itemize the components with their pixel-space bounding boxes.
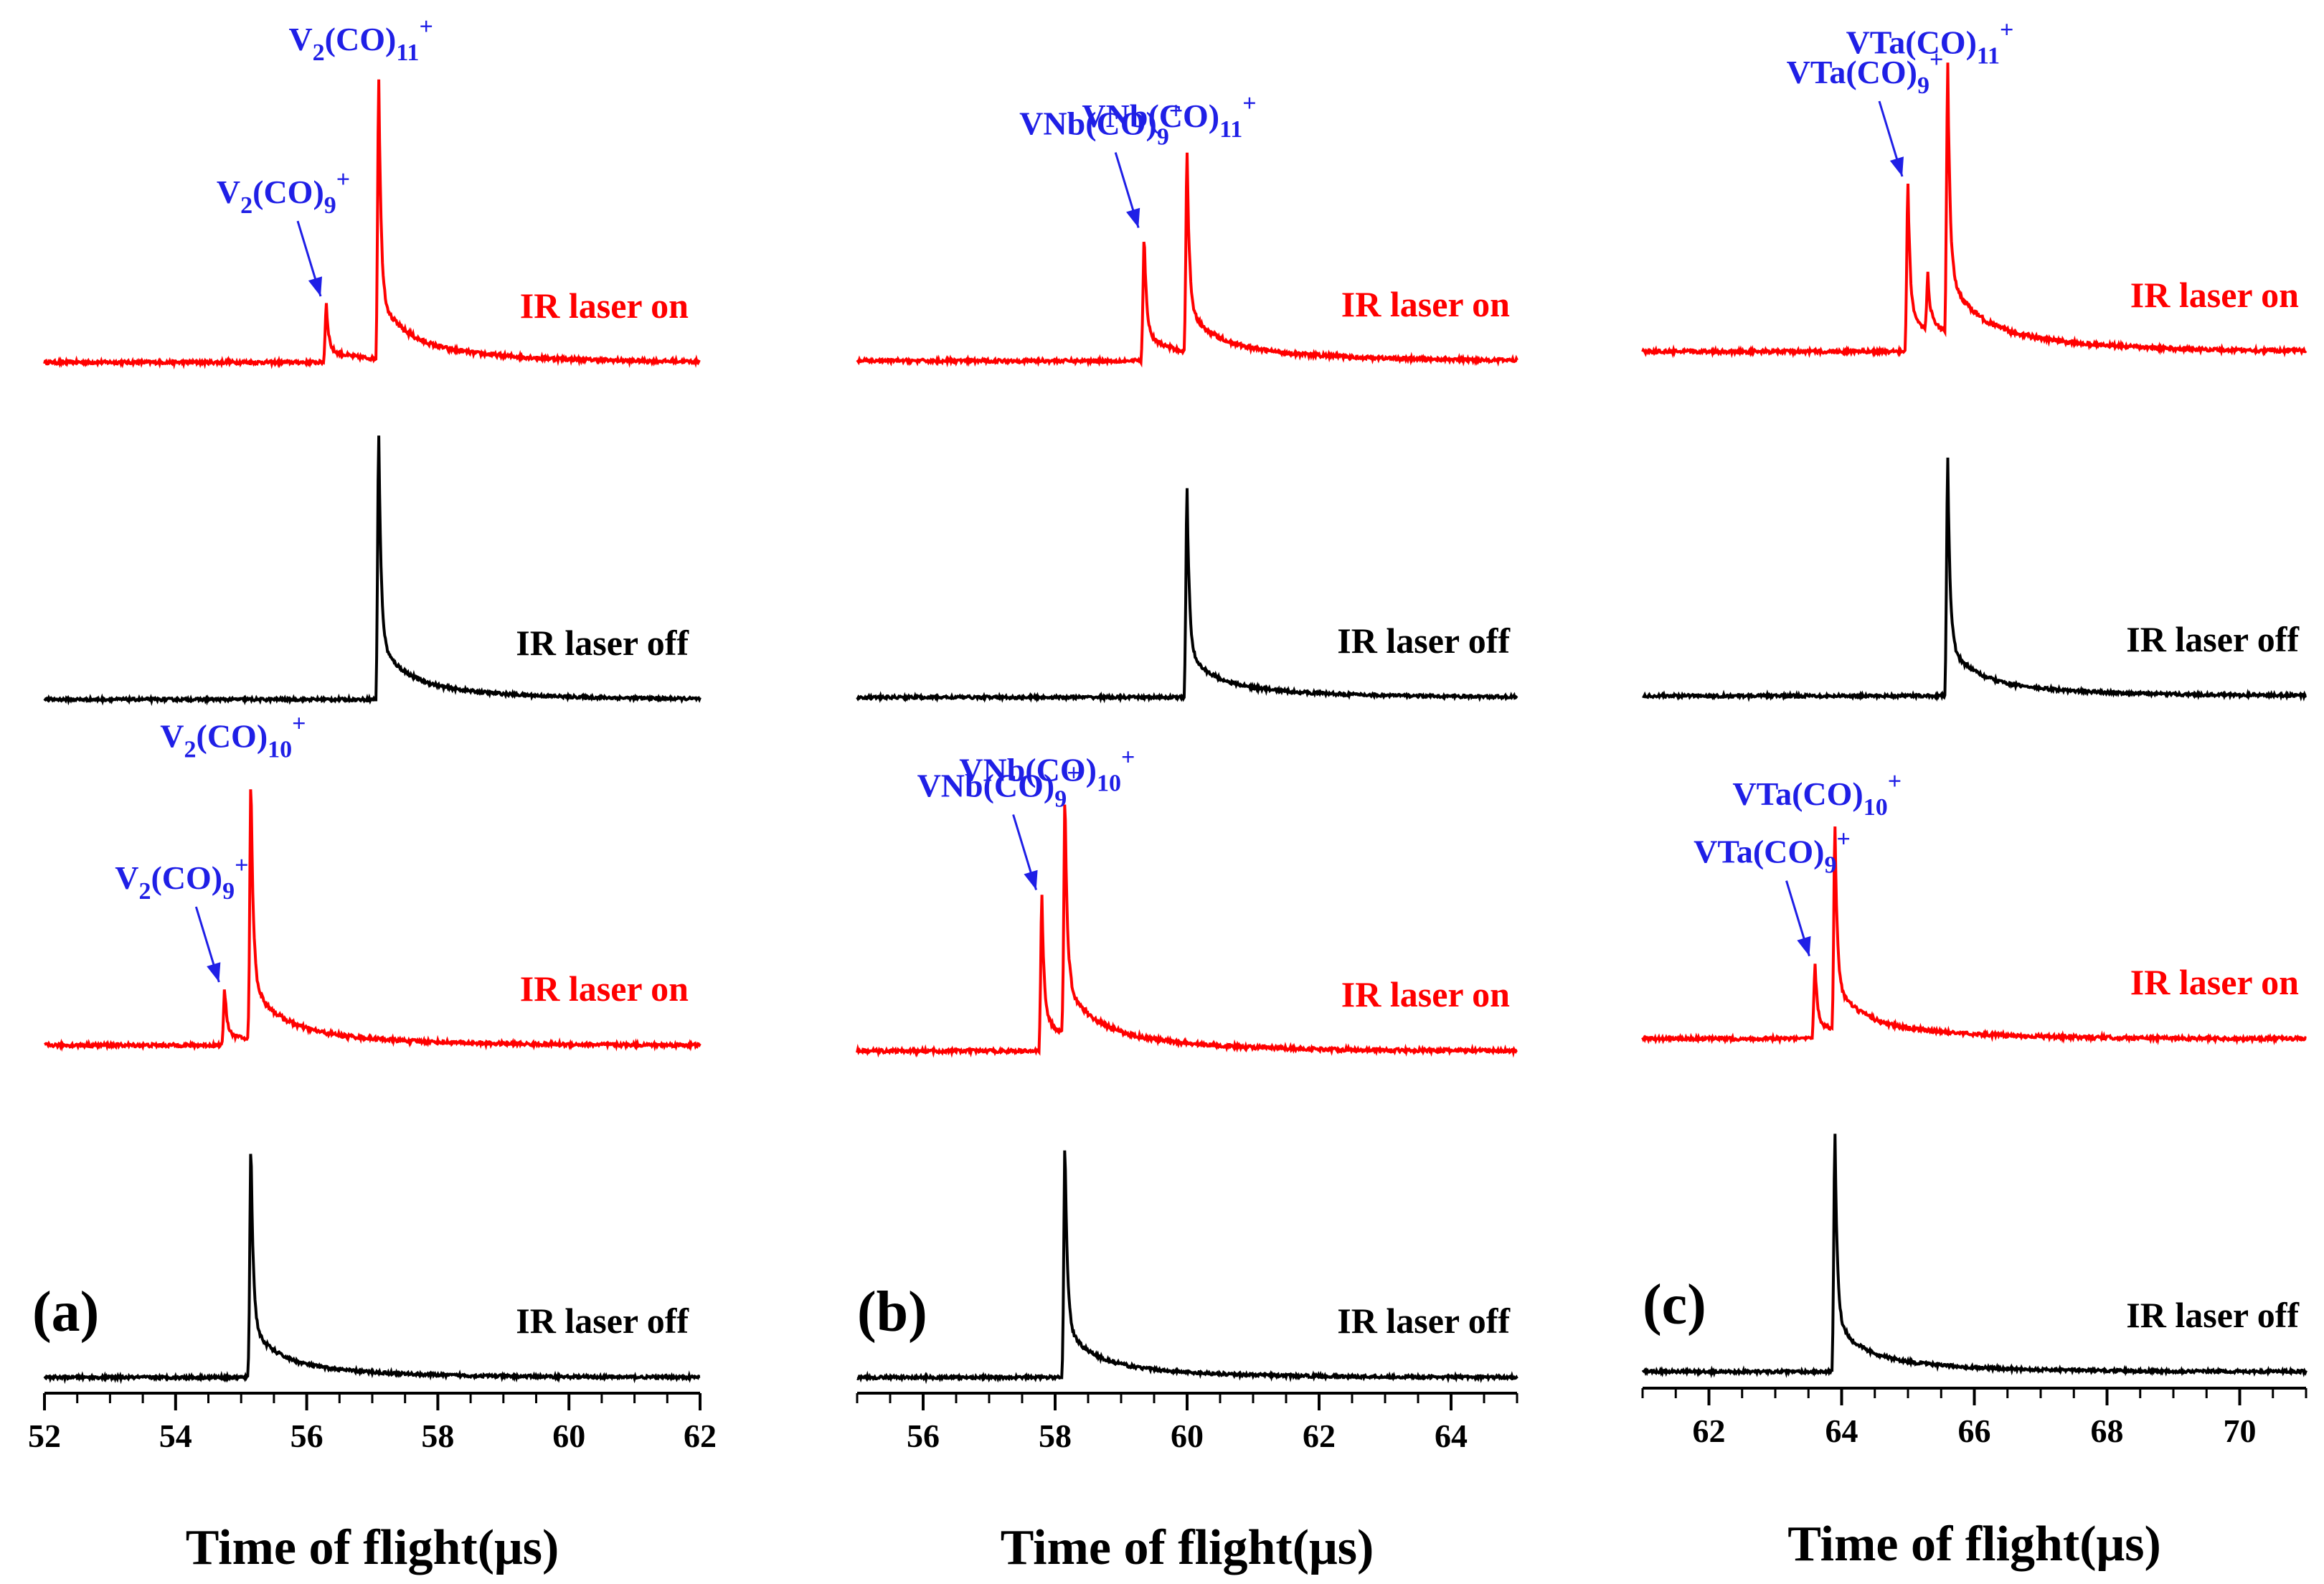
tick-label: 62 (684, 1418, 717, 1454)
tick-label: 60 (552, 1418, 585, 1454)
peak-annotation: VTa(CO)11+ (1846, 17, 2014, 70)
trace-line-1-4 (43, 1154, 701, 1385)
tick-label: 60 (1171, 1418, 1204, 1454)
arrow-head (1126, 207, 1140, 228)
peak-annotation: VNb(CO)9+ (917, 760, 1081, 813)
tick-label: 56 (907, 1418, 940, 1454)
arrow-head (1797, 935, 1811, 956)
tick-label: 70 (2224, 1413, 2257, 1449)
peak-annotation: VTa(CO)9+ (1694, 826, 1851, 879)
x-axis-title: Time of flight(μs) (1001, 1520, 1374, 1575)
trace-label: IR laser off (516, 1301, 689, 1341)
tick-label: 62 (1693, 1413, 1726, 1449)
tick-label: 54 (159, 1418, 192, 1454)
peak-annotation: V2(CO)11+ (288, 14, 433, 66)
trace-label: IR laser off (2126, 1295, 2300, 1335)
trace-label: IR laser on (1341, 974, 1510, 1014)
trace-line-2-4 (856, 1150, 1518, 1385)
peak-annotation: VNb(CO)10+ (959, 745, 1135, 797)
trace-line-3-2 (1642, 457, 2308, 702)
tick-label: 64 (1825, 1413, 1858, 1449)
trace-label: IR laser off (2126, 619, 2300, 659)
x-axis-title: Time of flight(μs) (186, 1520, 559, 1575)
trace-line-1-1 (43, 79, 701, 370)
trace-label: IR laser on (2130, 275, 2299, 315)
peak-annotation: VNb(CO)9+ (1019, 98, 1183, 151)
trace-label: IR laser on (1341, 284, 1510, 324)
peak-annotation: V2(CO)9+ (115, 852, 248, 905)
arrow-head (1024, 869, 1038, 890)
peak-annotation: V2(CO)10+ (160, 711, 306, 763)
trace-line-2-2 (856, 488, 1518, 704)
arrow-head (308, 276, 323, 297)
tick-label: 62 (1303, 1418, 1336, 1454)
arrow-head (207, 962, 221, 982)
peak-annotation: V2(CO)9+ (217, 166, 350, 219)
peak-annotation: VTa(CO)9+ (1787, 47, 1944, 99)
trace-label: IR laser off (516, 623, 689, 663)
tick-label: 56 (290, 1418, 323, 1454)
trace-line-3-3 (1641, 826, 2308, 1046)
trace-line-1-3 (44, 789, 702, 1052)
x-axis-title: Time of flight(μs) (1787, 1517, 2161, 1572)
panel-letter: (b) (857, 1281, 927, 1344)
peak-annotation: VNb(CO)11+ (1082, 90, 1256, 143)
trace-label: IR laser on (520, 968, 689, 1009)
trace-label: IR laser on (2130, 962, 2299, 1002)
trace-label: IR laser off (1337, 1301, 1511, 1341)
trace-line-3-1 (1641, 62, 2308, 359)
tick-label: 64 (1435, 1418, 1468, 1454)
trace-line-2-1 (856, 152, 1518, 368)
tick-label: 68 (2091, 1413, 2124, 1449)
tick-label: 58 (421, 1418, 454, 1454)
trace-line-3-4 (1641, 1133, 2308, 1379)
trace-line-1-2 (43, 435, 702, 707)
arrow-head (1889, 156, 1904, 176)
trace-line-2-3 (856, 804, 1518, 1058)
trace-label: IR laser off (1337, 621, 1511, 661)
panel-letter: (a) (32, 1281, 99, 1344)
trace-label: IR laser on (520, 286, 689, 326)
panel-1: IR laser on V2(CO)9+ V2(CO)11+ IR laser off… (28, 14, 717, 1575)
tick-label: 52 (28, 1418, 61, 1454)
tick-label: 66 (1958, 1413, 1991, 1449)
panel-letter: (c) (1643, 1273, 1706, 1336)
peak-annotation: VTa(CO)10+ (1732, 768, 1902, 821)
tick-label: 58 (1039, 1418, 1072, 1454)
